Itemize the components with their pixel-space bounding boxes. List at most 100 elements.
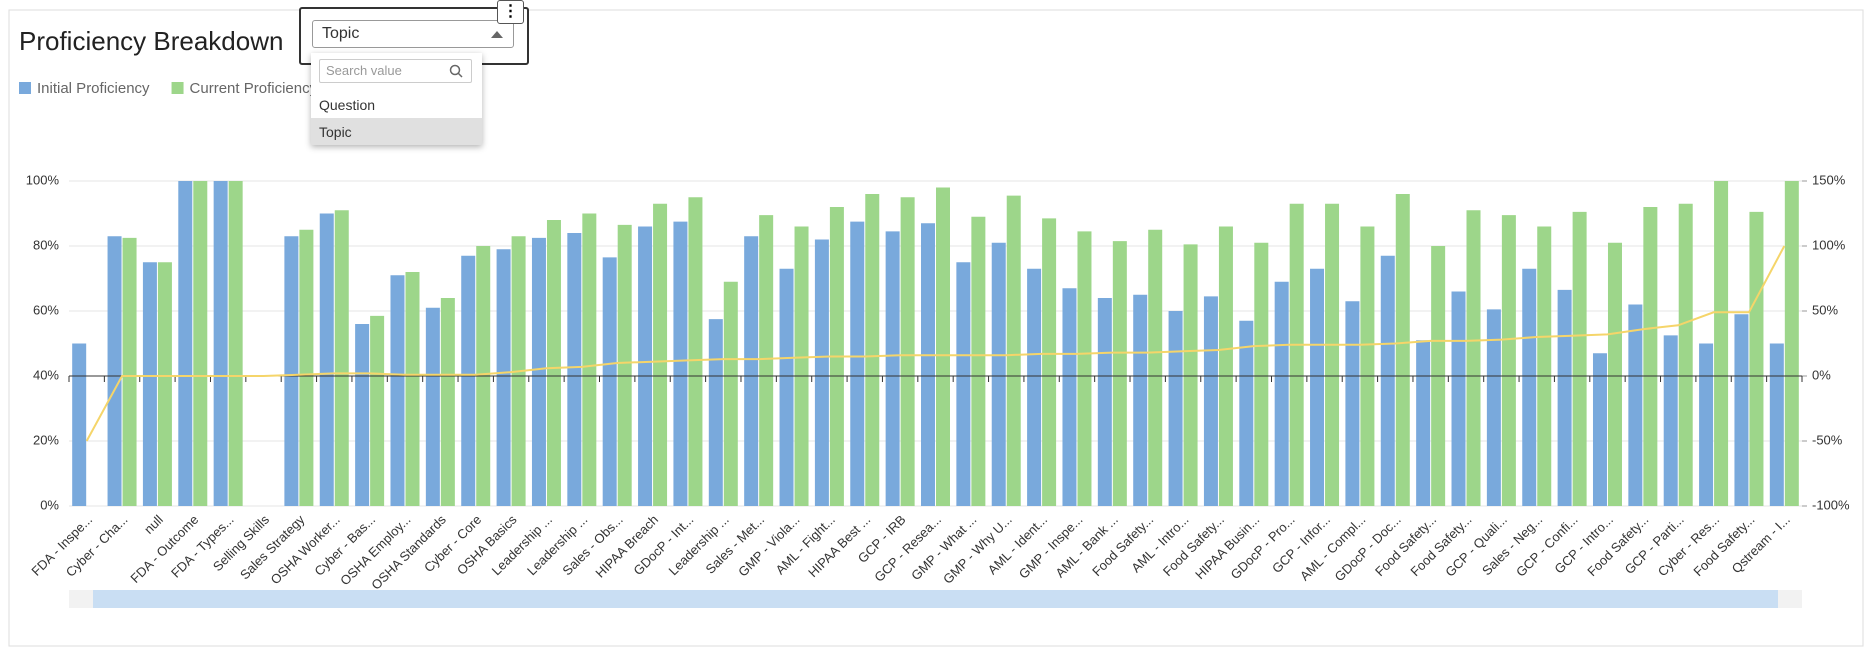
search-icon (449, 64, 463, 78)
bar (1360, 226, 1375, 506)
bar (1699, 343, 1714, 506)
bar (1345, 301, 1360, 506)
bar (1042, 218, 1057, 506)
y-tick-label: 40% (33, 367, 59, 382)
bar (759, 215, 774, 506)
kebab-button[interactable]: ⋮ (497, 0, 524, 24)
bar (991, 242, 1006, 506)
bar (1062, 288, 1077, 506)
bar (673, 221, 688, 506)
scrollbar-handle[interactable] (93, 590, 1778, 608)
selected-value: Topic (322, 25, 360, 42)
bar (1607, 242, 1622, 506)
bar (865, 194, 880, 506)
bar (496, 249, 511, 506)
line (85, 245, 1786, 442)
bar (744, 236, 759, 506)
bar (531, 237, 546, 506)
legend-swatch (19, 82, 31, 94)
bar (1663, 335, 1678, 506)
bar (1466, 210, 1481, 506)
y2-tick-label: 150% (1812, 172, 1846, 187)
bar (1678, 203, 1693, 506)
bar (921, 223, 935, 506)
bar (900, 197, 915, 506)
bar (617, 224, 632, 506)
bar (567, 233, 582, 506)
bar (157, 262, 172, 506)
bar (1027, 268, 1042, 506)
bar (1769, 343, 1784, 506)
bar (461, 255, 476, 506)
bar (1183, 244, 1198, 506)
y-tick-label: 20% (33, 432, 59, 447)
bar (885, 231, 900, 506)
bar (193, 181, 208, 506)
bar (794, 226, 809, 506)
bar (228, 181, 243, 506)
bar (1486, 309, 1501, 506)
bar (1537, 226, 1552, 506)
bar (602, 257, 617, 506)
bar (1006, 195, 1021, 506)
bar (779, 268, 794, 506)
bar (425, 307, 440, 506)
y2-tick-label: 50% (1812, 302, 1838, 317)
bar (850, 221, 865, 506)
bar (708, 319, 723, 506)
bar (1501, 215, 1516, 506)
bar (1254, 242, 1269, 506)
bar (1416, 340, 1431, 506)
bar (107, 236, 122, 506)
bar (1380, 255, 1395, 506)
bar (213, 181, 228, 506)
bar (1112, 241, 1127, 506)
y2-tick-label: 100% (1812, 237, 1846, 252)
y-tick-label: 80% (33, 237, 59, 252)
dropdown-menu: Search value Question Topic (311, 53, 482, 145)
bar (178, 181, 193, 506)
legend-swatch (171, 82, 184, 94)
y2-tick-label: -50% (1812, 432, 1843, 447)
bar (405, 272, 420, 506)
y-tick-label: 0% (40, 497, 59, 512)
bar (546, 220, 561, 506)
dropdown-option[interactable]: Question (319, 97, 376, 113)
bar (1274, 281, 1289, 506)
bar (638, 226, 653, 506)
bar (355, 324, 370, 506)
bar (1097, 298, 1112, 506)
bar (1451, 291, 1466, 506)
dropdown-select[interactable]: Topic (312, 20, 514, 48)
legend-label: Initial Proficiency (37, 80, 150, 97)
bar (1395, 194, 1410, 506)
bar (1734, 314, 1749, 506)
bar (1749, 211, 1764, 506)
bar (1325, 203, 1340, 506)
bar (1148, 229, 1163, 506)
y2-tick-label: 0% (1812, 367, 1831, 382)
bar (1077, 231, 1092, 506)
search-input[interactable]: Search value (319, 59, 472, 83)
bar (284, 236, 299, 506)
bar (440, 298, 455, 506)
bar (299, 229, 314, 506)
legend-label: Current Proficiency (190, 80, 318, 97)
bar (1218, 226, 1233, 506)
bar (723, 281, 738, 506)
bar (814, 239, 829, 506)
bar (370, 315, 385, 506)
bar (936, 187, 950, 506)
y2-tick-label: -100% (1812, 497, 1850, 512)
y-tick-label: 100% (26, 172, 60, 187)
bar (688, 197, 703, 506)
dropdown-option[interactable]: Topic (311, 118, 482, 145)
search-placeholder: Search value (326, 63, 402, 78)
bar (390, 275, 405, 506)
bar (582, 213, 597, 506)
bar (1289, 203, 1304, 506)
bar (653, 203, 668, 506)
bar (1628, 304, 1643, 506)
